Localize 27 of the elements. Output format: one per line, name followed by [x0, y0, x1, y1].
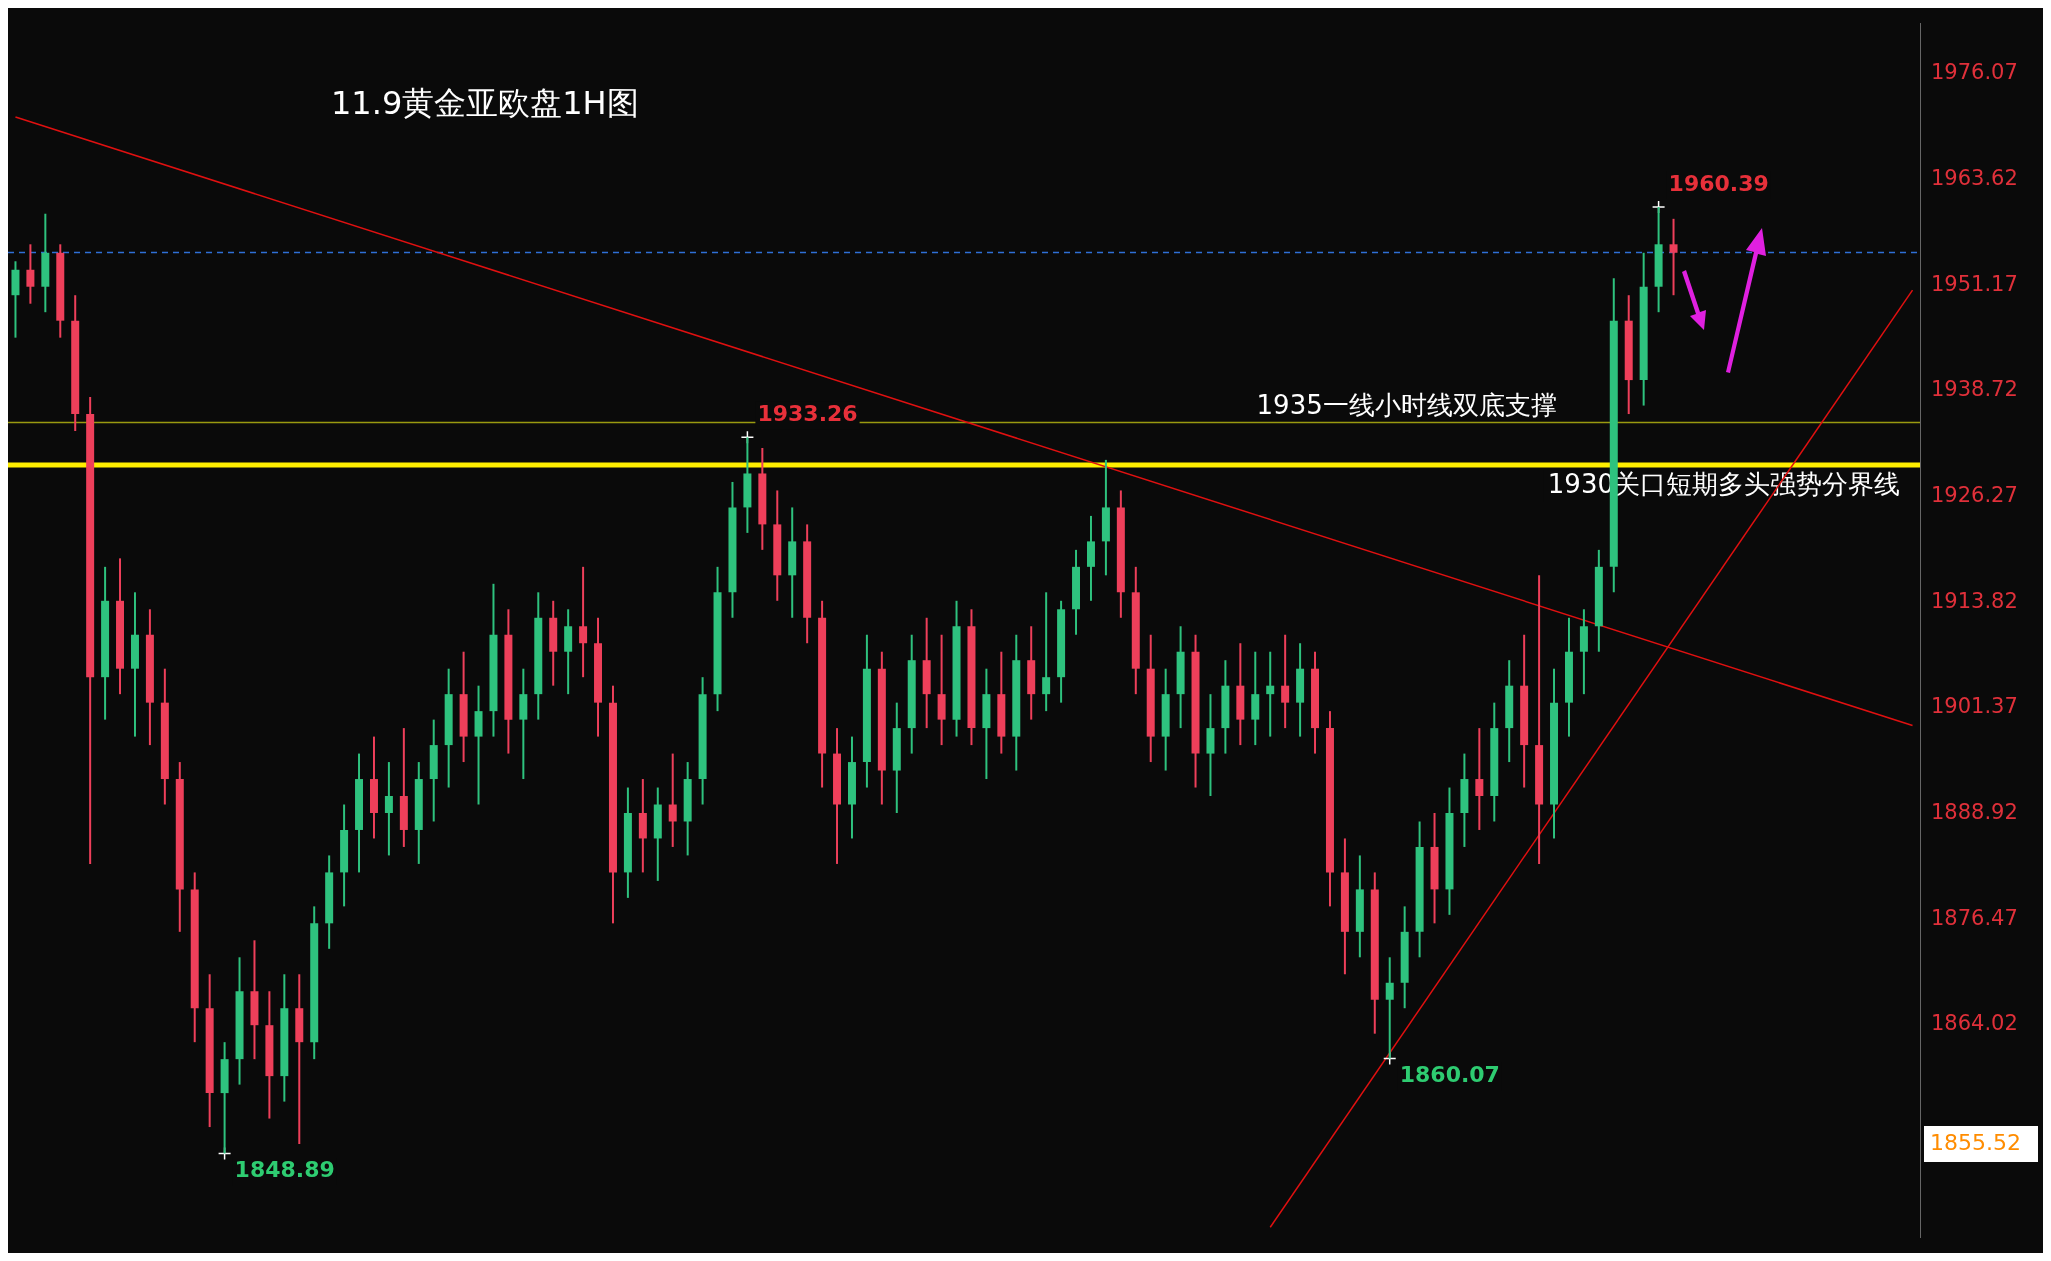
annotation: 1933.26: [757, 401, 858, 427]
candlestick: [1266, 650, 1275, 738]
y-tick-label: 1926.27: [1931, 483, 2018, 508]
candlestick: [1475, 727, 1484, 831]
candlestick: [579, 565, 588, 679]
candlestick: [1669, 217, 1678, 297]
candlestick: [1385, 956, 1394, 1060]
ref-line-label: 1935一线小时线双底支撑: [1256, 390, 1557, 421]
annotation: 1848.89: [234, 1157, 335, 1183]
candlestick: [26, 243, 35, 305]
y-tick-label: 1864.02: [1931, 1011, 2018, 1036]
annotation: 1960.39: [1668, 170, 1769, 196]
candlestick: [1042, 591, 1051, 713]
y-tick-label: 1951.17: [1931, 271, 2018, 296]
text: 1855.52: [1930, 1129, 2021, 1155]
annotation: 1860.07: [1399, 1062, 1500, 1088]
candlestick: [384, 761, 393, 857]
text: 11.9黄金亚欧盘1H图: [331, 84, 639, 123]
y-tick-label: 1963.62: [1931, 166, 2018, 191]
candlestick: [1281, 633, 1290, 730]
y-tick-label: 1913.82: [1931, 588, 2018, 613]
y-tick-label: 1888.92: [1931, 800, 2018, 825]
y-tick-label: 1876.47: [1931, 905, 2018, 930]
y-tick-label: 1938.72: [1931, 377, 2018, 402]
candlestick: [668, 752, 677, 848]
y-tick-label: 1976.07: [1931, 60, 2018, 85]
y-tick-label: 1901.37: [1931, 694, 2018, 719]
